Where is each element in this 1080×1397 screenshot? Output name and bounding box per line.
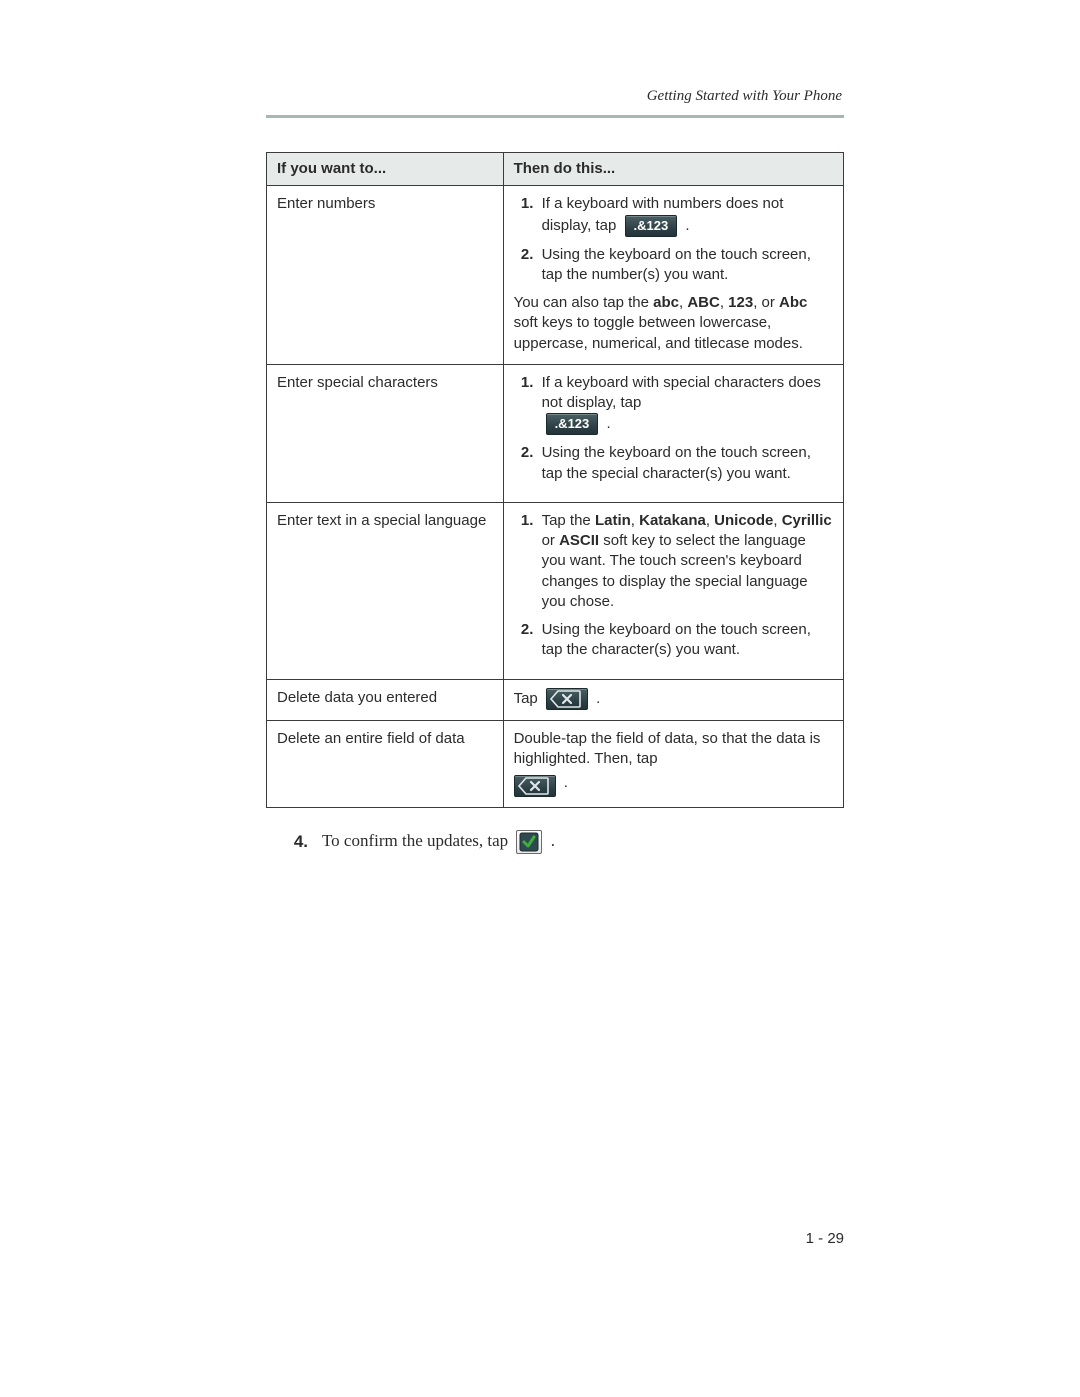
do-text: . [564, 774, 568, 791]
bold: Cyrillic [782, 512, 832, 529]
header-rule [266, 115, 844, 118]
bold: Unicode [714, 512, 773, 529]
step-text: , [773, 512, 781, 529]
do-cell: If a keyboard with numbers does not disp… [503, 186, 843, 365]
numsym-key-icon: .&123 [546, 413, 599, 435]
note-text: , or [753, 294, 779, 311]
bold: Abc [779, 294, 807, 311]
note-text: You can also tap the [514, 294, 654, 311]
step: Using the keyboard on the touch screen, … [538, 443, 833, 484]
want-cell: Enter text in a special language [267, 502, 504, 679]
step-text: To confirm the updates, tap [322, 831, 512, 850]
confirm-step: 4. To confirm the updates, tap . [266, 830, 844, 854]
note: You can also tap the abc, ABC, 123, or A… [514, 293, 833, 354]
backspace-key-icon [546, 688, 588, 710]
want-cell: Enter special characters [267, 364, 504, 502]
step-text: If a keyboard with special characters do… [542, 374, 821, 411]
do-cell: If a keyboard with special characters do… [503, 364, 843, 502]
want-cell: Delete data you entered [267, 679, 504, 720]
running-head: Getting Started with Your Phone [266, 88, 844, 105]
table-row: Enter special characters If a keyboard w… [267, 364, 844, 502]
do-cell: Tap the Latin, Katakana, Unicode, Cyrill… [503, 502, 843, 679]
step: Using the keyboard on the touch screen, … [538, 620, 833, 661]
step-text: , [631, 512, 639, 529]
bold: 123 [728, 294, 753, 311]
step: If a keyboard with special characters do… [538, 373, 833, 436]
step-text: . [685, 216, 689, 233]
step-text: , [706, 512, 714, 529]
step-number: 4. [266, 832, 318, 852]
step-text: . [551, 831, 555, 850]
table-row: Enter numbers If a keyboard with numbers… [267, 186, 844, 365]
col-header-want: If you want to... [267, 153, 504, 186]
step: Tap the Latin, Katakana, Unicode, Cyrill… [538, 511, 833, 612]
bold: ABC [687, 294, 720, 311]
do-text: . [596, 689, 600, 706]
table-row: Delete an entire field of data Double-ta… [267, 720, 844, 808]
note-text: soft keys to toggle between lowercase, u… [514, 314, 803, 351]
note-text: , [720, 294, 728, 311]
table-row: Delete data you entered Tap . [267, 679, 844, 720]
bold: Katakana [639, 512, 706, 529]
bold: Latin [595, 512, 631, 529]
confirm-check-icon [516, 830, 542, 854]
page-number: 1 - 29 [806, 1230, 844, 1247]
table-row: Enter text in a special language Tap the… [267, 502, 844, 679]
step-text: or [542, 532, 560, 549]
instruction-table: If you want to... Then do this... Enter … [266, 152, 844, 808]
backspace-key-icon [514, 775, 556, 797]
step: Using the keyboard on the touch screen, … [538, 245, 833, 286]
bold: abc [653, 294, 679, 311]
step-text: . [606, 415, 610, 432]
do-text: Tap [514, 689, 542, 706]
do-cell: Tap . [503, 679, 843, 720]
do-text: Double-tap the field of data, so that th… [514, 730, 821, 767]
step: If a keyboard with numbers does not disp… [538, 194, 833, 236]
want-cell: Enter numbers [267, 186, 504, 365]
step-text: Tap the [542, 512, 595, 529]
col-header-do: Then do this... [503, 153, 843, 186]
do-cell: Double-tap the field of data, so that th… [503, 720, 843, 808]
bold: ASCII [559, 532, 599, 549]
want-cell: Delete an entire field of data [267, 720, 504, 808]
manual-page: Getting Started with Your Phone If you w… [0, 0, 1080, 1397]
numsym-key-icon: .&123 [625, 215, 678, 237]
